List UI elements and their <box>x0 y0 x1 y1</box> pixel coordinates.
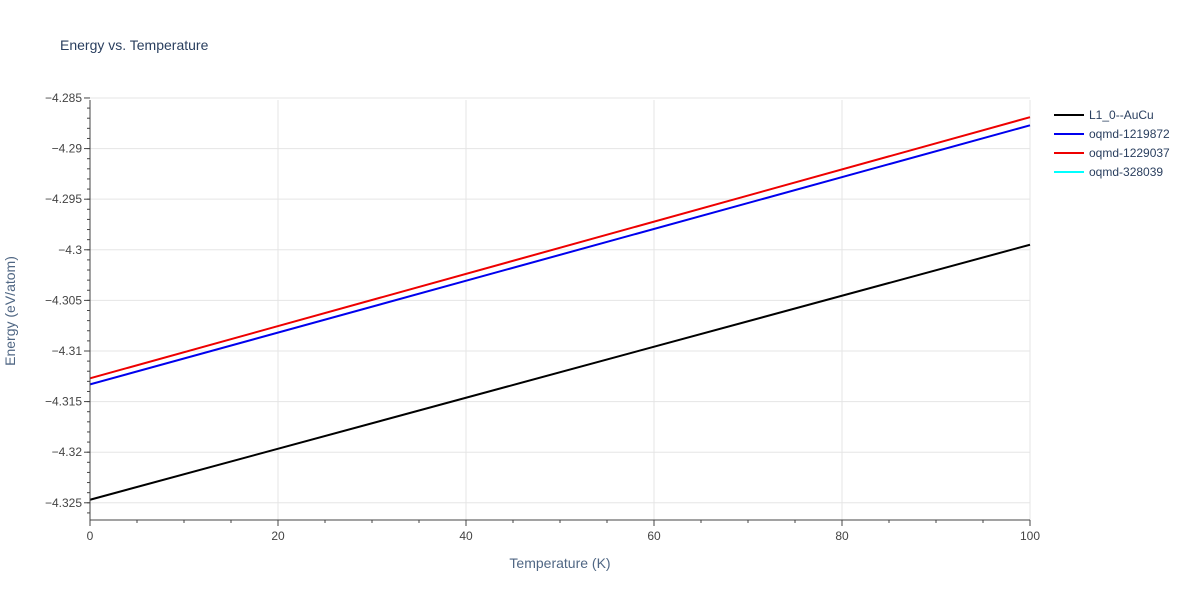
grid <box>89 97 1031 520</box>
series-line <box>89 116 1031 380</box>
y-tick-label: −4.305 <box>45 293 82 307</box>
y-tick-label: −4.285 <box>45 91 82 105</box>
y-tick-label: −4.295 <box>45 192 82 206</box>
series-layer <box>89 116 1031 501</box>
y-tick-label: −4.3 <box>58 243 82 257</box>
y-axis-title: Energy (eV/atom) <box>2 256 18 366</box>
legend-item[interactable]: oqmd-1219872 <box>1054 127 1170 141</box>
x-tick-label: 80 <box>835 529 849 543</box>
x-tick-label: 40 <box>459 529 473 543</box>
x-tick-label: 60 <box>647 529 661 543</box>
x-tick-label: 20 <box>271 529 285 543</box>
x-axis-title: Temperature (K) <box>509 555 610 571</box>
series-line <box>89 243 1031 501</box>
legend-item[interactable]: oqmd-328039 <box>1054 165 1163 179</box>
x-tick-label: 0 <box>87 529 94 543</box>
series-line <box>89 124 1031 386</box>
legend[interactable]: L1_0--AuCu oqmd-1219872 oqmd-1229037 oqmd-3… <box>1054 108 1170 179</box>
legend-label: L1_0--AuCu <box>1089 108 1154 122</box>
legend-item[interactable]: L1_0--AuCu <box>1054 108 1154 122</box>
legend-label: oqmd-1229037 <box>1089 146 1170 160</box>
legend-item[interactable]: oqmd-1229037 <box>1054 146 1170 160</box>
legend-label: oqmd-1219872 <box>1089 127 1170 141</box>
y-tick-label: −4.31 <box>52 344 83 358</box>
y-tick-label: −4.315 <box>45 395 82 409</box>
axes: 0 20 40 60 80 100 −4.325 −4.32 −4.315 −4.31 −4.305… <box>45 91 1040 543</box>
legend-label: oqmd-328039 <box>1089 165 1163 179</box>
y-tick-label: −4.325 <box>45 496 82 510</box>
y-tick-label: −4.29 <box>52 142 83 156</box>
chart-title: Energy vs. Temperature <box>60 37 209 53</box>
x-tick-label: 100 <box>1020 529 1040 543</box>
y-tick-label: −4.32 <box>52 445 83 459</box>
